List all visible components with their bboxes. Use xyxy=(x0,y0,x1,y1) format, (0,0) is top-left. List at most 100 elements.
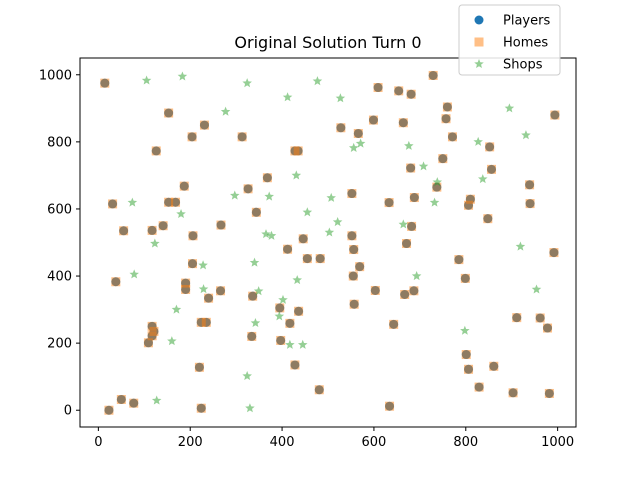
homes-point xyxy=(461,350,471,360)
homes-point xyxy=(550,110,560,120)
x-axis: 0 200 400 600 800 1000 xyxy=(94,427,574,450)
homes-point xyxy=(149,326,159,336)
homes-point xyxy=(442,102,452,112)
shops-point xyxy=(504,103,515,113)
homes-point xyxy=(314,385,324,395)
shops-point xyxy=(129,269,139,279)
shops-point xyxy=(250,318,261,328)
x-tick-label: 800 xyxy=(453,435,478,450)
shops-point xyxy=(253,286,264,296)
axes-frame xyxy=(79,57,577,428)
homes-point xyxy=(454,255,464,265)
homes-point xyxy=(204,293,214,303)
homes-point xyxy=(543,323,553,333)
shops-point xyxy=(326,192,336,202)
homes-point xyxy=(485,142,495,152)
homes-point xyxy=(216,220,226,230)
shops-point xyxy=(198,260,208,270)
homes-point xyxy=(151,146,161,156)
homes-point xyxy=(347,189,357,199)
legend-box xyxy=(458,4,561,76)
series-homes xyxy=(100,70,560,415)
homes-point xyxy=(402,239,412,249)
homes-point xyxy=(251,207,261,217)
shops-point xyxy=(230,190,240,200)
homes-point xyxy=(276,335,286,345)
homes-point xyxy=(196,403,206,413)
shops-point xyxy=(177,71,188,81)
x-tick-label: 200 xyxy=(178,435,203,450)
shops-point xyxy=(261,229,271,239)
homes-point xyxy=(143,338,153,348)
y-tick-label: 400 xyxy=(47,270,72,285)
shops-point xyxy=(242,78,252,88)
homes-point xyxy=(389,319,399,329)
shops-point xyxy=(355,138,366,148)
homes-point xyxy=(100,78,110,88)
homes-point xyxy=(147,321,157,331)
shops-point xyxy=(176,208,186,219)
homes-point xyxy=(447,132,457,142)
homes-point xyxy=(129,398,139,408)
homes-point xyxy=(355,262,365,272)
homes-point xyxy=(171,197,181,207)
homes-point xyxy=(290,360,300,370)
shops-point xyxy=(404,140,414,150)
shops-point xyxy=(249,257,260,267)
homes-point xyxy=(275,303,285,313)
shops-point xyxy=(245,403,255,413)
homes-point xyxy=(298,234,308,244)
shops-point xyxy=(324,227,335,237)
homes-point xyxy=(549,248,559,258)
shops-point xyxy=(167,336,177,346)
shops-point xyxy=(141,75,152,85)
homes-point xyxy=(373,83,383,93)
shops-point xyxy=(266,230,277,240)
homes-point xyxy=(438,154,448,164)
homes-point xyxy=(349,245,359,255)
homes-point xyxy=(353,128,363,138)
shops-point xyxy=(460,325,470,335)
legend-label: Players xyxy=(503,14,550,29)
homes-point xyxy=(409,193,419,203)
homes-point xyxy=(147,225,157,235)
y-tick-label: 800 xyxy=(47,135,72,150)
homes-point xyxy=(406,163,416,173)
y-tick-label: 1000 xyxy=(39,68,72,83)
legend-marker-homes xyxy=(474,37,484,47)
homes-point xyxy=(428,70,438,80)
homes-point xyxy=(398,118,408,128)
homes-point xyxy=(407,221,417,231)
shops-point xyxy=(151,395,162,405)
x-tick-label: 600 xyxy=(362,435,387,450)
shops-point xyxy=(411,271,422,281)
series-shops xyxy=(127,71,542,413)
shops-point xyxy=(473,136,483,146)
homes-point xyxy=(188,231,198,241)
homes-point xyxy=(111,277,121,287)
homes-point xyxy=(512,313,522,323)
shops-point xyxy=(429,197,440,207)
homes-point xyxy=(201,317,211,327)
plot-area xyxy=(100,70,560,415)
homes-point xyxy=(406,89,416,99)
homes-point xyxy=(347,231,357,241)
homes-point xyxy=(465,194,475,204)
homes-point xyxy=(336,123,346,133)
homes-point xyxy=(368,115,378,125)
shops-point xyxy=(282,92,293,102)
homes-point xyxy=(194,362,204,372)
homes-point xyxy=(285,318,295,328)
homes-point xyxy=(394,86,404,96)
shops-point xyxy=(332,217,343,227)
homes-point xyxy=(385,401,395,411)
homes-point xyxy=(409,286,419,296)
homes-point xyxy=(464,364,474,374)
homes-point xyxy=(535,313,545,323)
homes-point xyxy=(474,382,484,392)
homes-point xyxy=(432,182,442,192)
shops-point xyxy=(297,339,308,349)
homes-point xyxy=(384,198,394,208)
shops-point xyxy=(220,106,231,116)
